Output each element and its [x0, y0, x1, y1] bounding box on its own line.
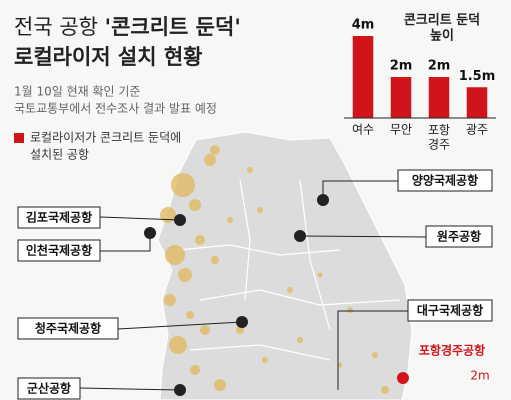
label-box — [425, 225, 493, 248]
bar — [428, 77, 450, 118]
label-box — [17, 239, 101, 262]
value-label: 2m — [428, 59, 451, 74]
airport-label: 양양국제공항 — [412, 173, 478, 188]
airport-label: 원주공항 — [437, 229, 481, 244]
bar — [466, 87, 488, 118]
x-tick-label: 포항 경주 — [428, 123, 450, 151]
value-label: 1.5m — [459, 69, 496, 84]
subtitle: 국토교통부에서 전수조사 결과 발표 예정 — [14, 102, 217, 116]
x-tick-label: 광주 — [466, 123, 488, 137]
airport-label: 인천국제공항 — [26, 243, 92, 258]
airport-label: 포항경주공항 — [419, 343, 485, 358]
label-box — [17, 317, 119, 340]
label-box — [17, 377, 81, 400]
map — [157, 131, 413, 400]
airport-icons — [144, 194, 409, 396]
chart-title: 콘크리트 둔덕 높이 — [404, 12, 480, 44]
value-label: 2m — [390, 59, 413, 74]
title: 전국 공항 '콘크리트 둔덕' — [14, 15, 241, 39]
height-label: 2m — [470, 369, 489, 383]
legend-swatch — [14, 133, 24, 143]
legend-label: 로컬라이저가 콘크리트 둔덕에 — [30, 131, 181, 145]
label-box — [17, 206, 101, 229]
airport-label: 군산공항 — [27, 381, 71, 396]
label-box — [407, 299, 493, 322]
airport-label: 대구국제공항 — [417, 303, 483, 318]
legend-label: 설치된 공항 — [30, 148, 89, 162]
bar — [352, 36, 374, 118]
title: 로컬라이저 설치 현황 — [14, 45, 203, 69]
value-label: 4m — [352, 18, 375, 33]
bar — [390, 77, 412, 118]
subtitle: 1월 10일 현재 확인 기준 — [14, 85, 140, 99]
airport-label: 김포국제공항 — [26, 210, 92, 225]
x-tick-label: 무안 — [390, 123, 412, 137]
label-box — [397, 169, 493, 192]
x-tick-label: 여수 — [352, 123, 374, 137]
airport-label: 청주국제공항 — [35, 321, 101, 336]
